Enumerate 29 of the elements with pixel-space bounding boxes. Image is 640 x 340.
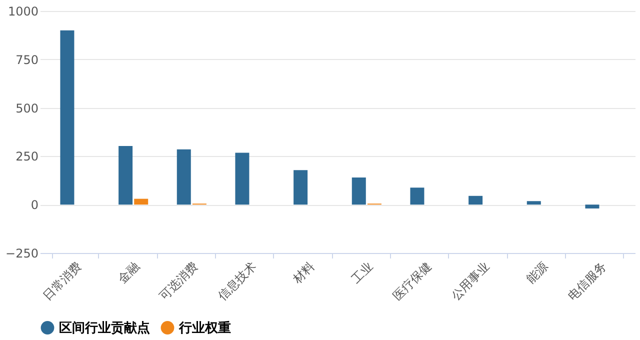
bar [468, 196, 483, 205]
bar [526, 201, 541, 205]
y-tick-label: 1000 [8, 4, 38, 18]
y-tick-label: 750 [16, 52, 38, 67]
x-tick-label: 工业 [348, 259, 376, 286]
bar [410, 188, 424, 205]
x-tick-label: 电信服务 [565, 259, 609, 303]
x-tick-label: 公用事业 [448, 259, 492, 303]
bar [585, 204, 600, 208]
bar [235, 152, 250, 205]
x-tick-label: 能源 [524, 259, 551, 286]
bar [60, 30, 74, 205]
x-tick-label: 日常消费 [40, 259, 84, 303]
legend-label: 区间行业贡献点 [59, 320, 150, 336]
x-tick-label: 可选消费 [156, 259, 201, 303]
x-tick-label: 医疗保健 [390, 259, 434, 303]
y-tick-label: 250 [16, 150, 38, 164]
x-tick-label: 材料 [290, 259, 318, 287]
y-tick-label: 0 [30, 198, 38, 212]
bar [294, 170, 308, 205]
x-tick-label: 金融 [115, 259, 142, 286]
bar [134, 198, 148, 205]
bar [352, 177, 366, 205]
bar [118, 146, 133, 205]
bar [176, 149, 191, 205]
y-tick-label: −250 [6, 246, 38, 260]
x-tick-label: 信息技术 [215, 259, 259, 303]
legend-label: 行业权重 [178, 320, 231, 336]
y-tick-label: 500 [16, 101, 38, 116]
